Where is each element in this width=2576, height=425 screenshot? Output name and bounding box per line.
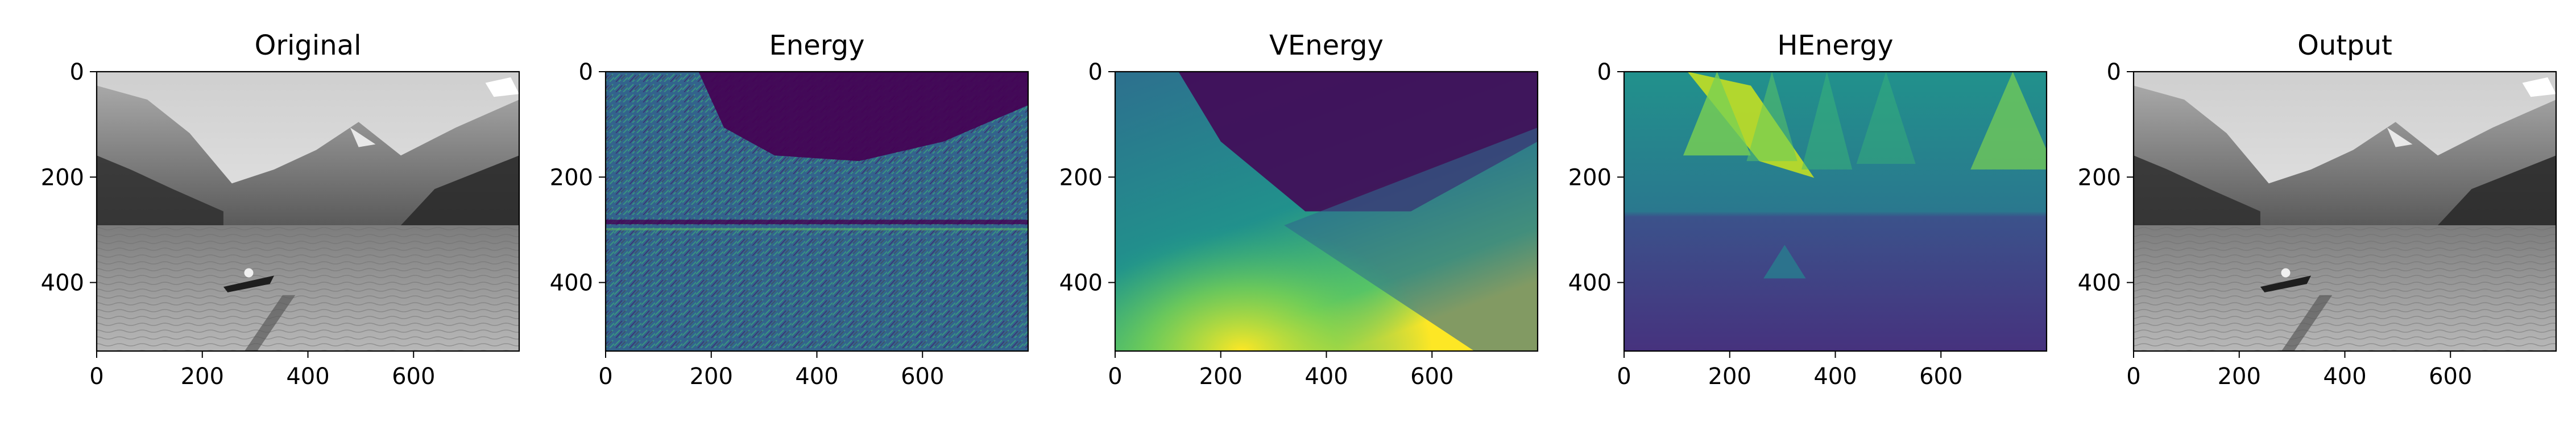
y-tick-label: 0 [1597, 59, 1612, 85]
panel-title: Energy [769, 30, 864, 61]
y-tick-label: 400 [1568, 270, 1612, 296]
x-tick-label: 200 [1199, 364, 1243, 390]
x-tick-label: 400 [2323, 364, 2366, 390]
y-tick-label: 400 [550, 270, 593, 296]
photo-image [2134, 72, 2556, 351]
x-tick-label: 0 [598, 364, 612, 390]
photo-image [97, 72, 519, 351]
y-tick-label: 0 [579, 59, 593, 85]
y-tick-label: 200 [2078, 164, 2121, 191]
y-tick-label: 200 [1059, 164, 1103, 191]
y-tick-label: 400 [2078, 270, 2121, 296]
venergy-map [1115, 72, 1538, 351]
panel-title: HEnergy [1777, 30, 1893, 61]
y-tick-label: 0 [2107, 59, 2121, 85]
x-tick-label: 600 [1919, 364, 1962, 390]
x-tick-label: 0 [89, 364, 103, 390]
x-tick-label: 0 [1108, 364, 1122, 390]
panel-venergy: VEnergy 0 200 400 600 0 200 400 [1059, 30, 1539, 390]
panel-title: Original [255, 30, 362, 61]
y-tick-label: 400 [41, 270, 84, 296]
x-tick-label: 200 [181, 364, 224, 390]
y-tick-label: 200 [550, 164, 593, 191]
x-tick-label: 400 [286, 364, 329, 390]
x-tick-label: 0 [1617, 364, 1631, 390]
x-tick-label: 400 [795, 364, 838, 390]
y-tick-label: 200 [1568, 164, 1612, 191]
x-tick-label: 0 [2126, 364, 2140, 390]
energy-map [606, 72, 1028, 351]
panel-title: VEnergy [1269, 30, 1384, 61]
y-tick-label: 0 [70, 59, 84, 85]
x-tick-label: 200 [690, 364, 733, 390]
y-tick-label: 200 [41, 164, 84, 191]
x-tick-label: 400 [1813, 364, 1857, 390]
panel-output: Output 0 200 400 600 0 200 400 [2078, 30, 2557, 390]
x-tick-label: 600 [901, 364, 944, 390]
x-tick-label: 400 [1304, 364, 1348, 390]
y-tick-label: 0 [1088, 59, 1103, 85]
x-tick-label: 200 [1708, 364, 1751, 390]
y-tick-label: 400 [1059, 270, 1103, 296]
panel-title: Output [2297, 30, 2392, 61]
henergy-map [1624, 72, 2047, 351]
panel-energy: Energy 0 200 400 600 0 200 400 [550, 30, 1029, 390]
panel-original: Original 0 200 400 600 0 200 400 [41, 30, 520, 390]
x-tick-label: 600 [1410, 364, 1453, 390]
panel-henergy: HEnergy 0 200 400 600 0 200 400 [1568, 30, 2048, 390]
x-tick-label: 200 [2218, 364, 2261, 390]
x-tick-label: 600 [392, 364, 435, 390]
x-tick-label: 600 [2429, 364, 2472, 390]
